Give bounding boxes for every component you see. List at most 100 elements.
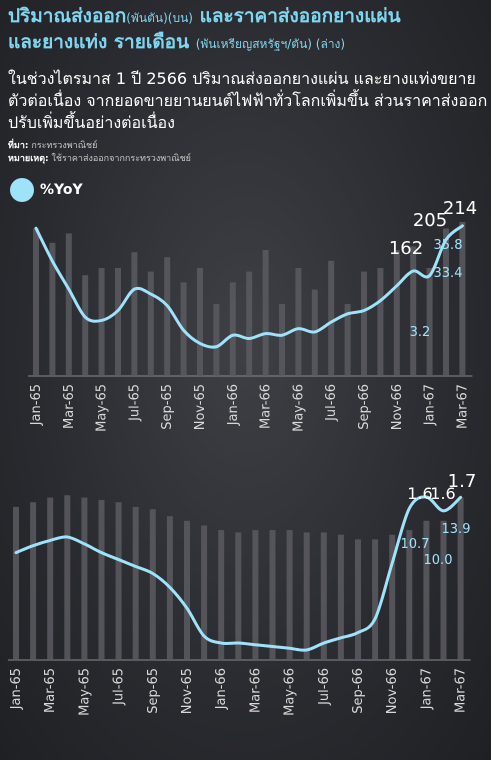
- chart1-tick-label: Sep-66: [351, 668, 366, 714]
- chart1-bar: [423, 520, 430, 660]
- chart1-bar: [337, 534, 344, 660]
- chart0-bar: [361, 271, 367, 376]
- chart1-yoy-line: [14, 495, 463, 652]
- chart1-bar: [149, 509, 156, 660]
- chart0-tick-label: Jan-67: [423, 384, 438, 426]
- chart1-bar: [235, 532, 242, 660]
- chart1-tick-label: Jul-66: [317, 668, 332, 706]
- chart1-tick-label: Sep-65: [146, 668, 161, 714]
- chart0-tick-label: Mar-65: [62, 384, 77, 429]
- chart0-tick-label: May-65: [95, 384, 110, 432]
- chart1-bar: [218, 530, 225, 660]
- chart1-tick-label: Jan-66: [214, 668, 229, 710]
- chart1-tick-label: May-65: [77, 668, 92, 716]
- chart1-tick-label: Mar-65: [43, 668, 58, 713]
- chart1-bar: [201, 525, 208, 660]
- chart1-data-label: 1.6: [430, 484, 455, 503]
- chart0-bar: [295, 268, 302, 376]
- chart0-tick-label: Mar-66: [259, 384, 274, 429]
- chart0-bar: [246, 271, 253, 376]
- chart0-bar: [197, 268, 203, 376]
- chart0-yoy-line: [34, 224, 464, 349]
- chart1-tick-label: Jul-65: [112, 668, 127, 706]
- chart1-tick-label: May-66: [283, 668, 298, 716]
- chart1-data-label: 1.7: [448, 471, 477, 492]
- chart1-bar: [81, 497, 88, 660]
- chart-title: ปริมาณส่งออก(พันตัน)(บน) และราคาส่งออกยา…: [8, 4, 486, 56]
- chart0-tick-label: Jan-65: [29, 384, 44, 426]
- chart1-bar: [457, 497, 464, 660]
- legend: %YoY: [10, 178, 83, 202]
- chart1-bar: [406, 530, 413, 660]
- note-text: ใช้ราคาส่งออกจากกระทรวงพาณิชย์: [48, 154, 191, 164]
- chart0-tick-label: Jul-66: [324, 384, 339, 422]
- chart1-bar: [64, 495, 71, 660]
- chart0-tick-label: Nov-66: [390, 384, 405, 430]
- chart0-bar: [98, 268, 105, 376]
- chart1-tick-label: Nov-65: [180, 668, 195, 714]
- source-label: ที่มา:: [8, 141, 29, 151]
- chart0-bar: [344, 304, 351, 376]
- chart0-data-label: 162: [389, 238, 423, 259]
- chart1-data-label: 13.9: [442, 522, 471, 537]
- chart1-tick-label: Nov-66: [385, 668, 400, 714]
- chart0-bar: [426, 268, 433, 376]
- chart0-tick-label: Nov-65: [193, 384, 208, 430]
- chart1-bar: [98, 499, 105, 660]
- chart1-bar: [184, 520, 190, 660]
- chart1-bar: [286, 530, 293, 660]
- chart0-data-label: 3.2: [410, 325, 431, 340]
- chart1-data-label: 10.7: [401, 537, 430, 552]
- chart1-bar: [13, 506, 19, 660]
- chart1-bar: [30, 502, 37, 660]
- chart0-bar: [262, 250, 269, 376]
- chart0-bar: [213, 304, 220, 376]
- chart0-tick-label: Jan-66: [226, 384, 241, 426]
- chart1-bar: [303, 532, 310, 660]
- note-label: หมายเหตุ:: [8, 154, 49, 164]
- source-note: ที่มา: กระทรวงพาณิชย์: [8, 138, 97, 152]
- legend-swatch-icon: [10, 178, 34, 202]
- chart0-bar: [65, 233, 72, 376]
- chart0-data-label: 205: [413, 210, 447, 231]
- chart0-bar: [115, 268, 121, 376]
- chart0-tick-label: May-66: [291, 384, 306, 432]
- chart0-bar: [459, 221, 466, 376]
- chart0-tick-label: Mar-67: [455, 384, 470, 429]
- footnote: หมายเหตุ: ใช้ราคาส่งออกจากกระทรวงพาณิชย์: [8, 151, 191, 165]
- title-line1-main: ปริมาณส่งออก: [8, 5, 127, 27]
- chart0-data-label: 35.8: [434, 238, 463, 253]
- chart0-tick-label: Jul-65: [127, 384, 142, 422]
- headline-text: ในช่วงไตรมาส 1 ปี 2566 ปริมาณส่งออกยางแผ…: [8, 69, 488, 132]
- title-line1-rest: และราคาส่งออกยางแผ่น: [192, 5, 401, 27]
- chart0-bar: [328, 260, 335, 376]
- chart0-bar: [164, 257, 171, 376]
- chart1-bar: [252, 530, 259, 660]
- chart0-bar: [410, 246, 417, 376]
- chart1-data-label: 10.0: [424, 553, 453, 568]
- chart0-bar: [82, 275, 89, 376]
- chart0-bar: [279, 304, 285, 376]
- chart0-bar: [443, 228, 449, 376]
- legend-label: %YoY: [40, 182, 83, 198]
- chart1-bar: [440, 520, 447, 660]
- chart1-tick-label: Jan-67: [419, 668, 434, 710]
- chart0-bar: [33, 228, 39, 376]
- chart1-tick-label: Jan-65: [9, 668, 24, 710]
- chart1-bar: [389, 534, 396, 660]
- source-text: กระทรวงพาณิชย์: [28, 141, 98, 151]
- title-line1-unit: (พันตัน)(บน): [126, 11, 193, 25]
- chart1-data-label: 1.6: [407, 484, 432, 503]
- chart1-bar: [132, 506, 139, 660]
- title-line2-main: และยางแท่ง รายเดือน: [8, 31, 196, 53]
- chart0-bar: [393, 250, 400, 376]
- chart0-bar: [229, 282, 236, 376]
- chart1-bar: [269, 530, 276, 660]
- chart1-tick-label: Mar-66: [248, 668, 263, 713]
- chart0-bar: [377, 268, 384, 376]
- chart0-data-label: 33.4: [434, 266, 463, 281]
- chart1-bar: [355, 539, 361, 660]
- chart0-bar: [131, 252, 138, 376]
- chart0-tick-label: Sep-66: [357, 384, 372, 430]
